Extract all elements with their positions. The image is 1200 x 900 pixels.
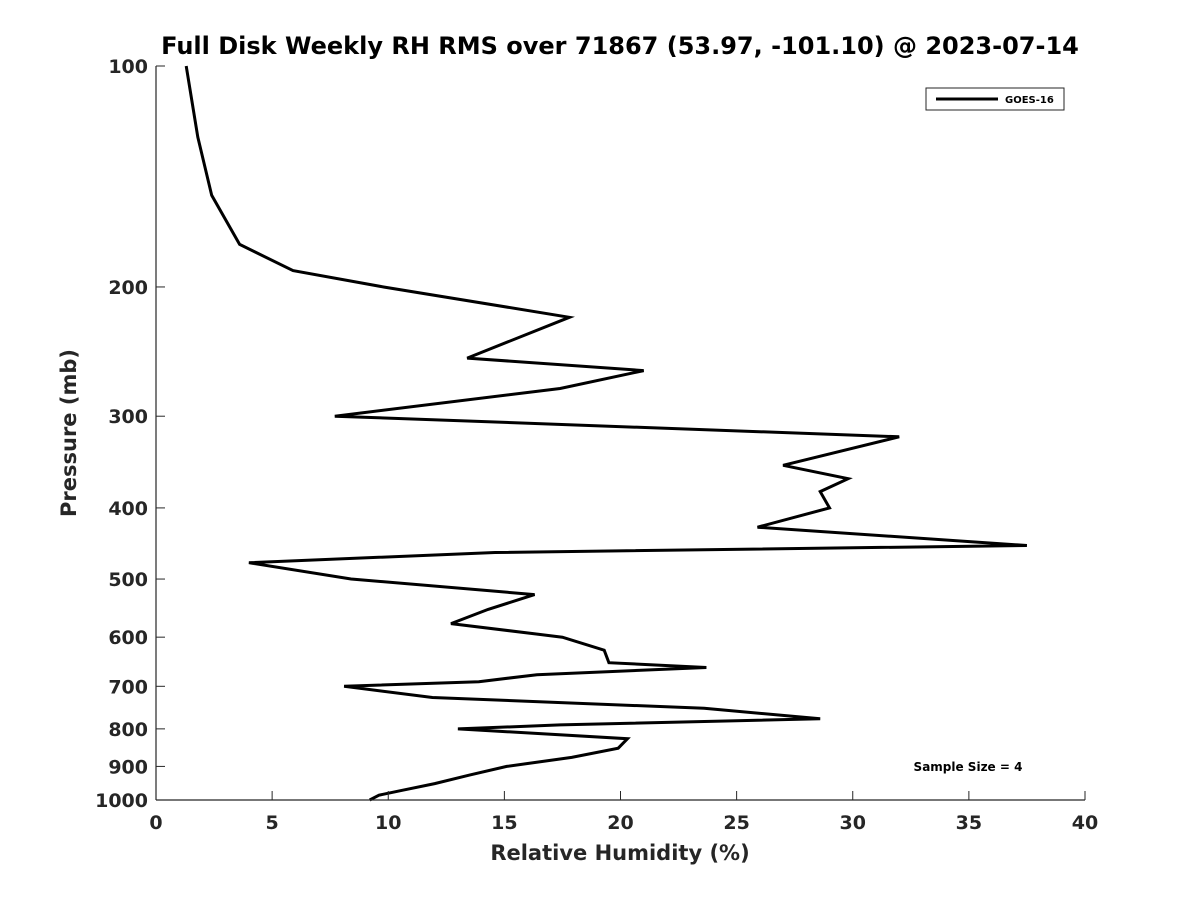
chart-title: Full Disk Weekly RH RMS over 71867 (53.9… [161,32,1079,60]
x-tick-label: 25 [723,812,749,834]
x-tick-label: 20 [607,812,633,834]
series-layer [184,65,1028,802]
series-line-goes-16 [184,65,1028,802]
y-tick-label: 100 [108,56,148,78]
y-tick-label: 900 [108,756,148,778]
x-tick-label: 35 [956,812,982,834]
legend: GOES-16 [925,87,1065,111]
y-axis-label: Pressure (mb) [57,349,81,517]
y-tick-label: 600 [108,627,148,649]
y-tick-label: 700 [108,676,148,698]
x-tick-label: 15 [491,812,517,834]
legend-label: GOES-16 [1005,95,1054,106]
y-tick-label: 500 [108,569,148,591]
x-tick-label: 10 [375,812,401,834]
y-tick-label: 200 [108,277,148,299]
x-tick-label: 0 [149,812,162,834]
x-tick-label: 40 [1072,812,1098,834]
x-axis-label: Relative Humidity (%) [490,841,749,865]
x-tick-label: 30 [840,812,866,834]
axes-layer: 0 5 10 15 20 25 30 35 40 100 200 300 400 500 600 700 800… [95,56,1098,834]
y-tick-label: 1000 [95,790,148,812]
sample-size-annotation: Sample Size = 4 [914,760,1023,774]
plot-area [156,66,1085,800]
x-tick-label: 5 [266,812,279,834]
y-tick-label: 300 [108,406,148,428]
y-tick-label: 400 [108,498,148,520]
y-tick-label: 800 [108,719,148,741]
